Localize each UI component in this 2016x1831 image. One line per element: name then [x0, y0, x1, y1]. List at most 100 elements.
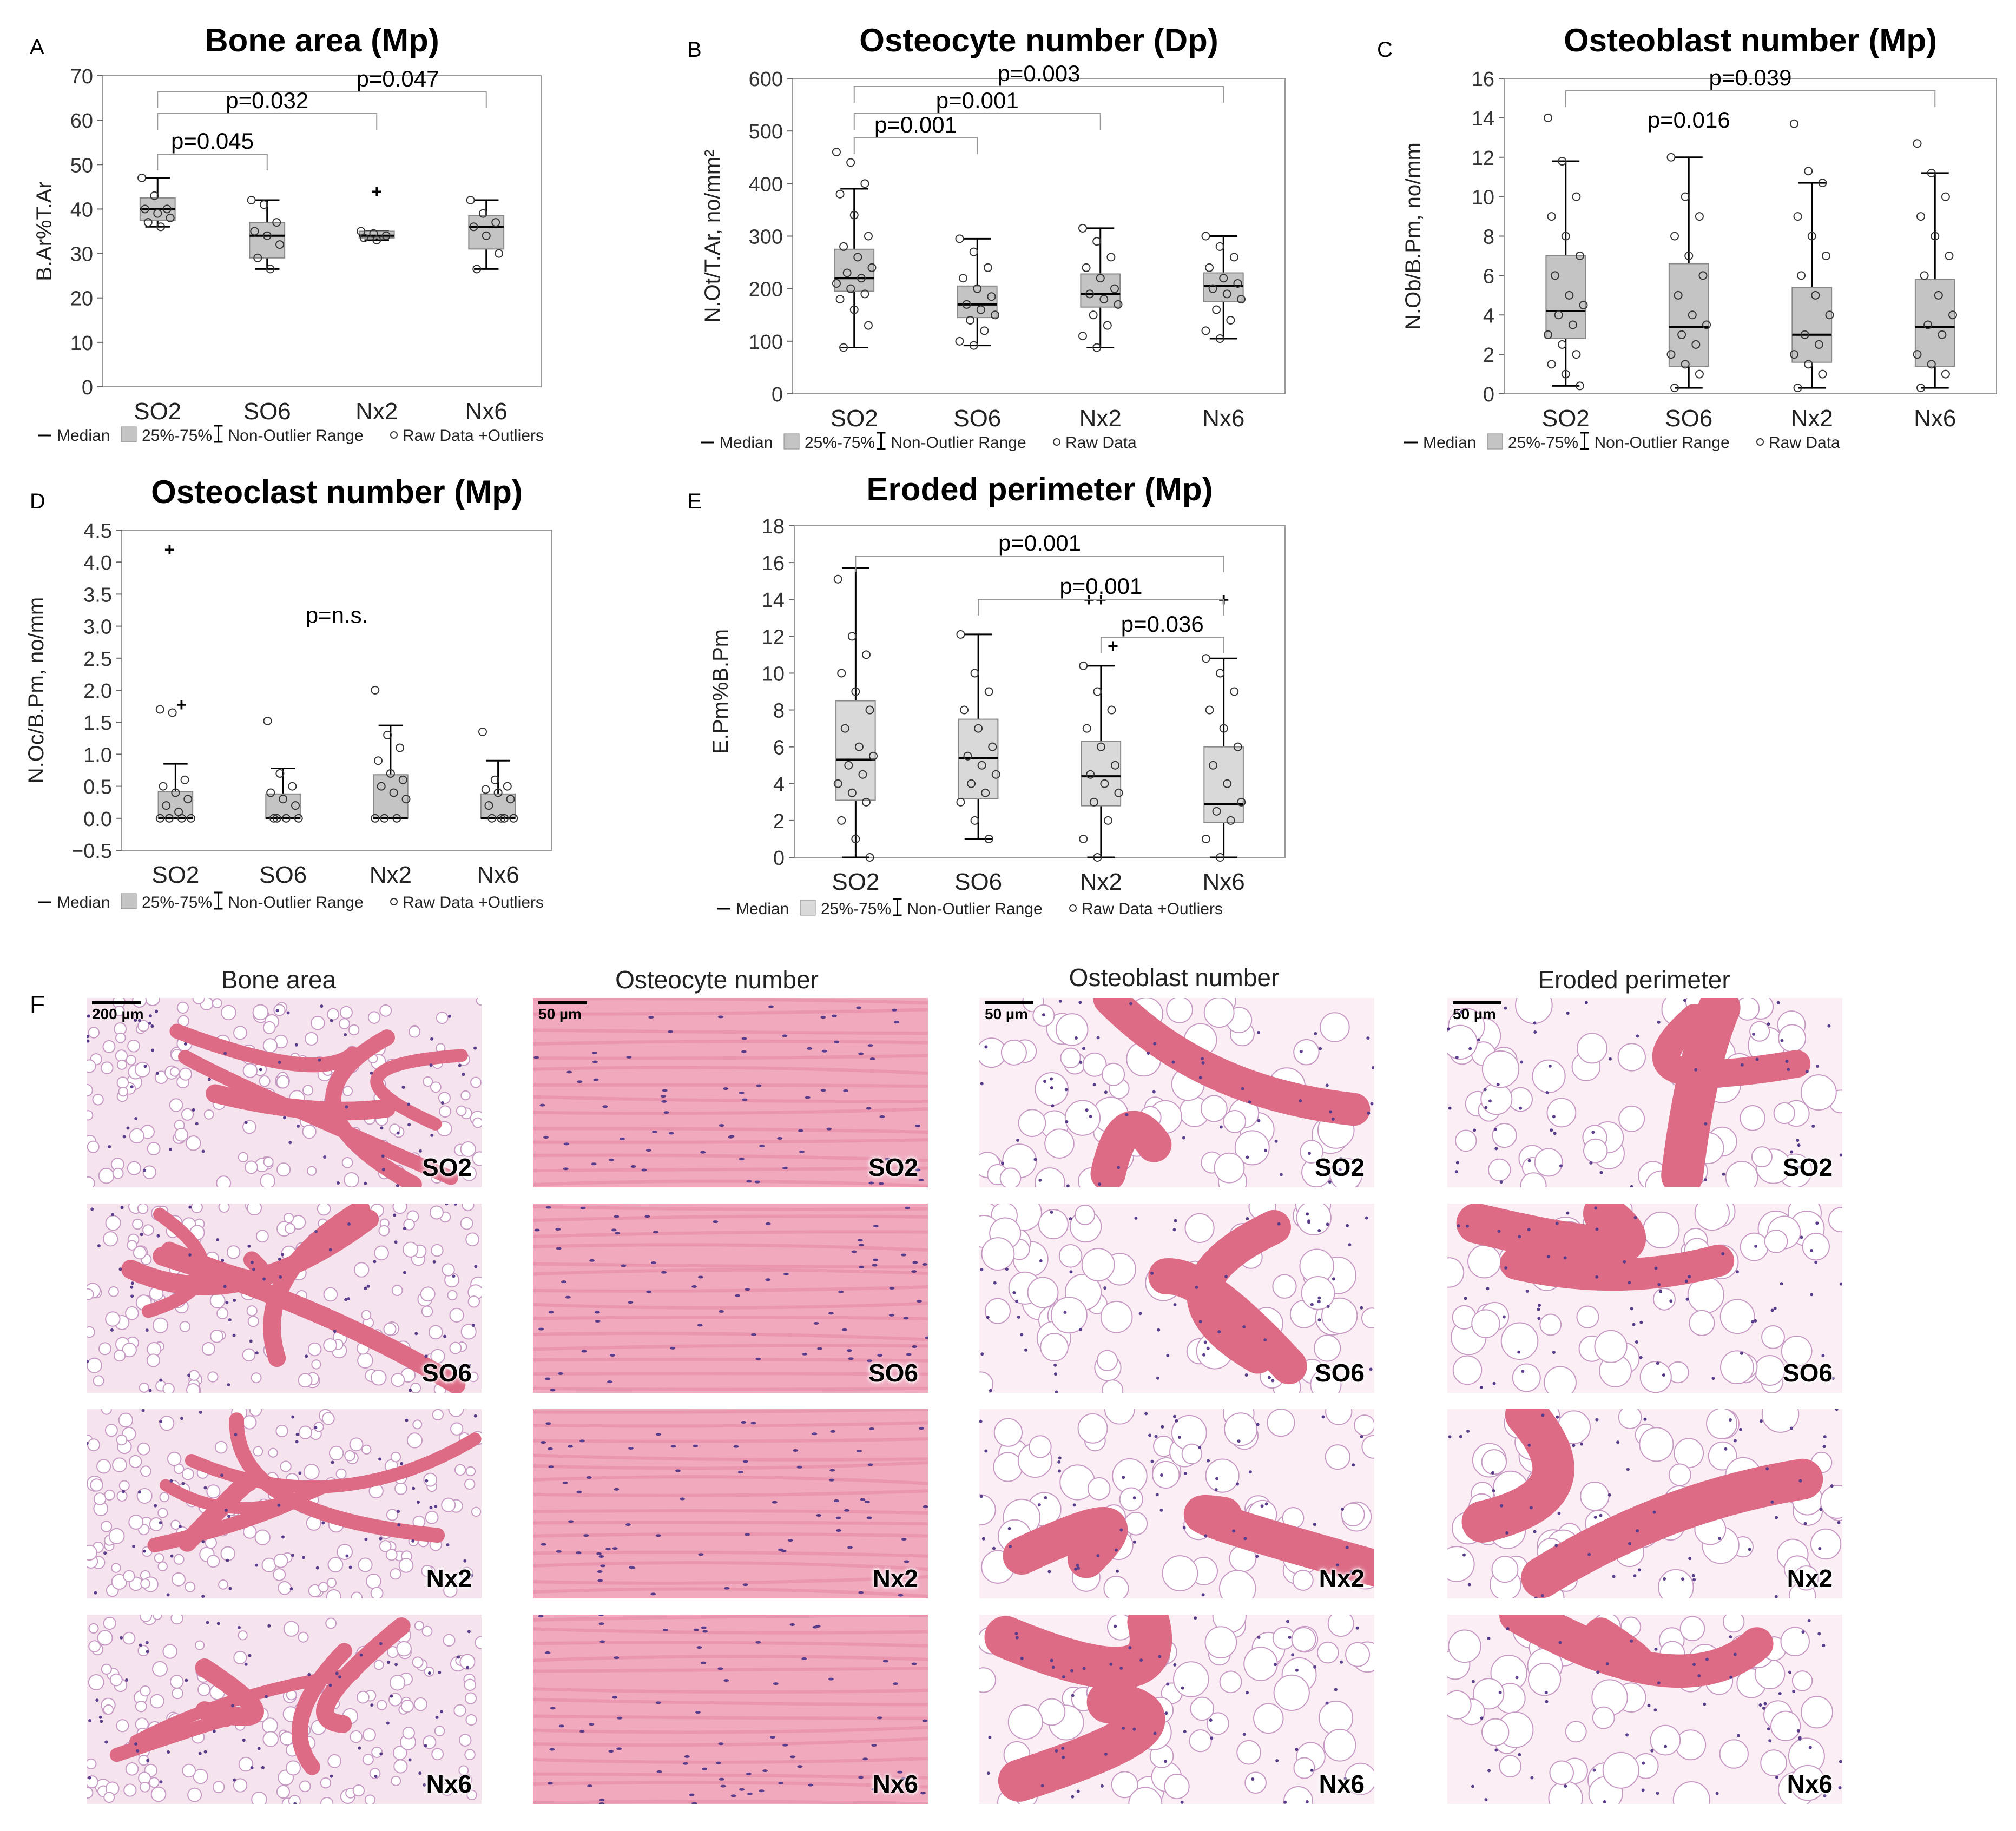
raw-point [854, 742, 864, 751]
raw-point [963, 751, 972, 761]
scale-bar: 50 µm [1453, 1001, 1501, 1023]
raw-point [275, 769, 285, 778]
panel-letter: D [30, 490, 45, 513]
iqr-box [1081, 741, 1122, 807]
raw-point [401, 795, 411, 804]
y-axis-label: B.Ar%T.Ar [32, 181, 56, 281]
raw-point [1814, 340, 1823, 349]
y-tick-label: 6 [773, 737, 785, 759]
y-tick-label: 10 [1472, 187, 1494, 209]
micrograph-bone-area-so6: SO6 [87, 1204, 482, 1393]
significance-bracket: p=0.032 [157, 88, 378, 130]
raw-point [849, 210, 859, 220]
raw-point [969, 247, 978, 256]
raw-point [1086, 770, 1095, 779]
raw-point [1208, 284, 1217, 293]
raw-point [164, 814, 174, 823]
y-tick-label: 20 [70, 288, 93, 310]
scale-bar-line [985, 1001, 1033, 1004]
group-label: SO2 [421, 1153, 472, 1181]
y-tick-label: 16 [1472, 68, 1494, 91]
box-nx6 [466, 196, 505, 274]
raw-point [140, 204, 149, 214]
group-label: Nx2 [872, 1564, 918, 1592]
legend-label: Non-Outlier Range [228, 894, 364, 911]
bracket-line [855, 556, 1224, 572]
box-so2: ++ [155, 540, 195, 823]
raw-point [847, 788, 857, 797]
y-tick-label: 6 [1483, 265, 1494, 288]
raw-point [180, 775, 189, 784]
raw-point [858, 770, 867, 779]
raw-point [1789, 350, 1798, 359]
significance-bracket: p=0.001 [855, 530, 1224, 572]
micrograph-osteoblast-number-so6: SO6 [979, 1204, 1374, 1393]
raw-point [842, 268, 852, 277]
legend-label: Median [736, 900, 789, 918]
legend: Median 25%-75% Non-Outlier Range Raw Data [701, 432, 1137, 452]
raw-point [865, 853, 874, 862]
p-value-label: p=0.001 [998, 530, 1081, 556]
tissue-image [87, 1409, 482, 1598]
raw-point [497, 814, 506, 823]
raw-point [1572, 192, 1581, 201]
raw-point [976, 305, 985, 314]
raw-point [493, 788, 503, 797]
y-axis-label: N.Ot/T.Ar, no/mm² [701, 149, 724, 322]
scale-bar: 50 µm [985, 1001, 1033, 1023]
chart-a: A Bone area (Mp) 0 10 20 30 40 50 60 70 B.Ar%T.Ar S… [30, 22, 544, 445]
raw-point [253, 253, 262, 262]
y-tick-label: 70 [70, 65, 93, 88]
scale-bar: 50 µm [538, 1001, 587, 1023]
raw-point [1216, 669, 1225, 678]
y-tick-label: 10 [762, 663, 785, 685]
y-tick-label: 0 [1483, 384, 1494, 406]
micrograph-eroded-perimeter-nx2: Nx2 [1447, 1409, 1842, 1598]
raw-point [1793, 212, 1802, 221]
panel-letter: B [687, 38, 702, 62]
raw-point [1558, 157, 1567, 166]
raw-point [1818, 369, 1827, 379]
chart-title: Osteoclast number (Mp) [151, 474, 523, 510]
raw-point [177, 814, 186, 823]
p-value-label: p=0.039 [1709, 65, 1792, 90]
raw-point [851, 687, 860, 696]
raw-point [279, 795, 288, 804]
raw-point [1927, 168, 1936, 177]
significance-bracket: p=0.047 [157, 66, 487, 108]
tissue-image [87, 1204, 482, 1393]
y-tick-label: 3.5 [83, 584, 112, 606]
raw-point [969, 341, 978, 350]
tissue-image [1447, 998, 1842, 1187]
raw-point [386, 769, 395, 778]
raw-point [380, 814, 389, 823]
group-label: SO6 [1782, 1359, 1833, 1387]
p-value-label: p=0.045 [171, 128, 254, 154]
bracket-line [853, 86, 1224, 103]
legend-raw-swatch [1053, 438, 1060, 446]
y-tick-label: 0 [773, 847, 785, 870]
raw-point [1804, 360, 1813, 369]
y-axis-label: N.Oc/B.Pm, no/mm [24, 597, 48, 784]
raw-point [162, 801, 171, 810]
raw-point [482, 231, 491, 240]
y-tick-label: 4 [1483, 305, 1494, 327]
raw-point [1547, 212, 1556, 221]
raw-point [1670, 384, 1679, 393]
y-tick-label: 50 [70, 154, 93, 177]
panel-letter-f: F [30, 990, 45, 1019]
raw-point [478, 209, 487, 218]
raw-point [1807, 232, 1816, 241]
raw-point [1215, 242, 1224, 251]
raw-point [1079, 834, 1088, 843]
legend-range-swatch [214, 425, 223, 443]
raw-point [847, 632, 857, 641]
micrograph-bone-area-nx2: Nx2 [87, 1409, 482, 1598]
legend-label: Median [1423, 434, 1476, 452]
bracket-line [1100, 637, 1224, 653]
raw-point [1561, 369, 1570, 379]
raw-point [981, 788, 990, 797]
micrograph-osteoblast-number-so2: 50 µm SO2 [979, 998, 1374, 1187]
raw-point [864, 321, 873, 330]
raw-point [1575, 251, 1584, 260]
